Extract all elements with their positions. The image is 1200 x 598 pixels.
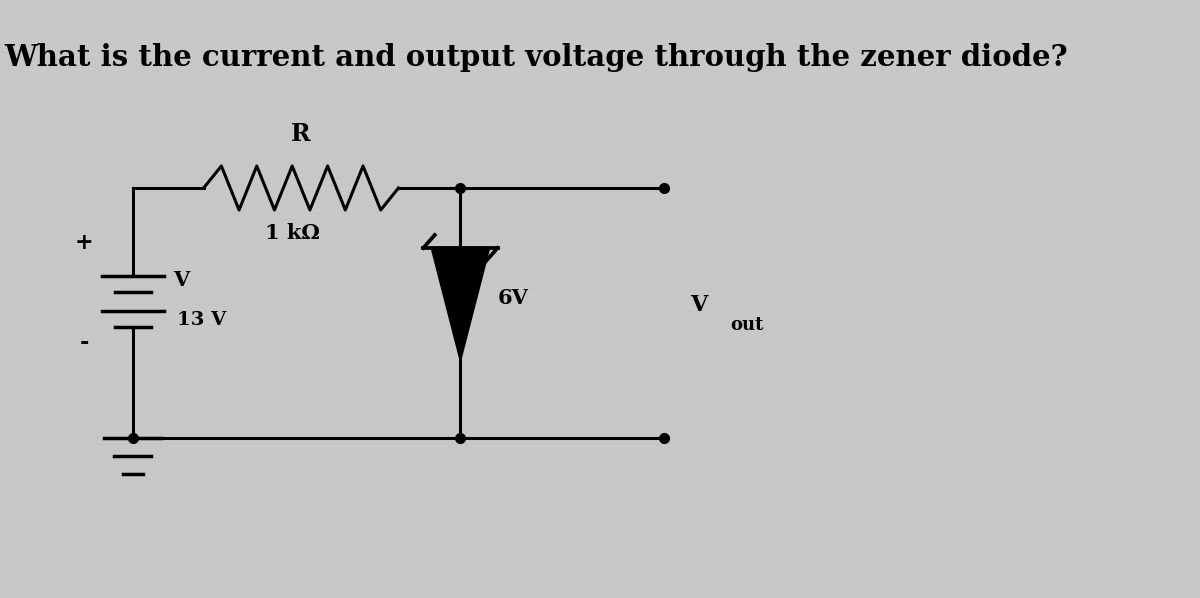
- Text: What is the current and output voltage through the zener diode?: What is the current and output voltage t…: [5, 43, 1068, 72]
- Text: -: -: [79, 332, 89, 354]
- Text: 6V: 6V: [498, 288, 528, 308]
- Text: out: out: [731, 316, 764, 334]
- Text: V: V: [691, 294, 708, 316]
- Text: +: +: [74, 232, 94, 254]
- Text: V: V: [173, 270, 188, 290]
- Polygon shape: [432, 248, 488, 358]
- Text: R: R: [292, 122, 311, 146]
- Text: 1 kΩ: 1 kΩ: [265, 223, 319, 243]
- Text: 13 V: 13 V: [178, 311, 227, 329]
